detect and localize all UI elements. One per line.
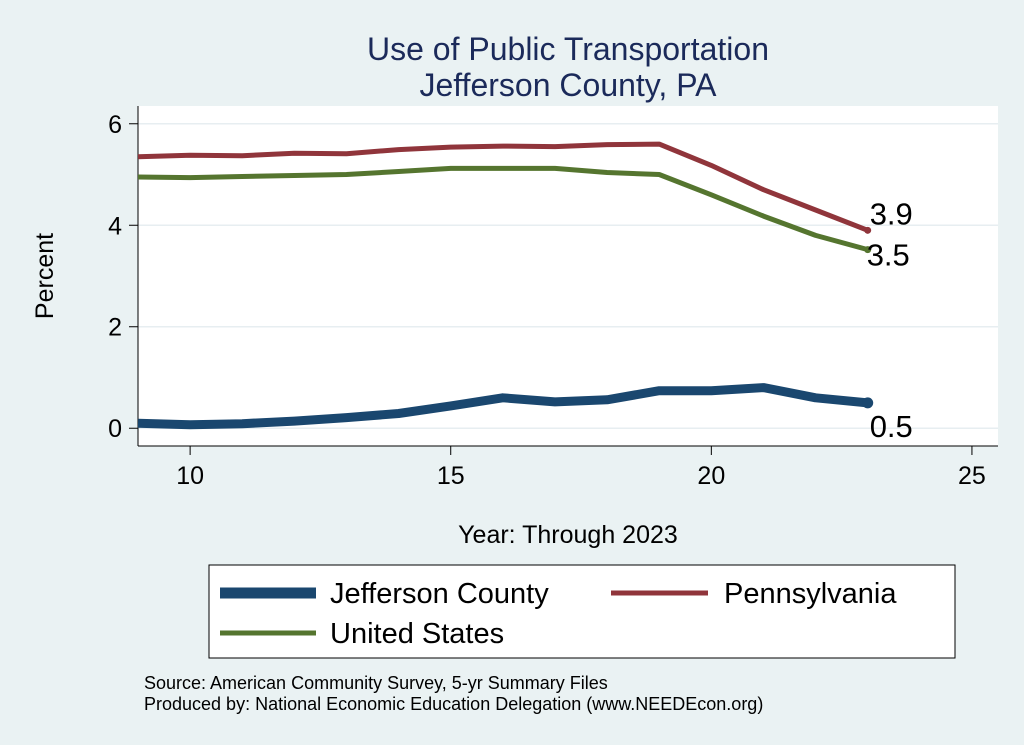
legend [208,564,956,659]
y-tick-label-2: 2 [108,314,122,342]
legend-label-united-states: United States [330,618,504,650]
series-end-marker-united-states [864,246,872,254]
tick-labels: 0 2 4 6 10 15 20 25 [108,111,986,490]
y-axis-title: Percent [31,233,59,319]
end-label-jefferson-county: 0.5 [870,409,913,444]
series-line-united-states [137,165,869,253]
y-tick-label-0: 0 [108,415,122,443]
plot-area [138,106,998,446]
series-end-marker-pennsylvania [864,226,872,234]
producer-note: Produced by: National Economic Education… [144,694,763,714]
x-tick-label-25: 25 [958,462,986,490]
x-tick-label-10: 10 [176,462,204,490]
y-tick-label-4: 4 [108,212,122,240]
series-line-jefferson-county [137,383,869,430]
chart-title: Use of Public Transportation [367,31,769,67]
axes [129,106,998,455]
end-labels: 3.9 3.5 0.5 [867,196,913,444]
series-lines [137,141,874,430]
x-tick-label-15: 15 [437,462,465,490]
series-end-marker-jefferson-county [862,397,874,409]
x-axis-title: Year: Through 2023 [458,521,678,549]
end-label-united-states: 3.5 [867,238,910,273]
end-label-pennsylvania: 3.9 [870,196,913,231]
source-note: Source: American Community Survey, 5-yr … [144,673,608,693]
x-tick-label-20: 20 [697,462,725,490]
legend-label-pennsylvania: Pennsylvania [724,578,897,610]
chart-subtitle: Jefferson County, PA [419,67,717,103]
y-tick-label-6: 6 [108,111,122,139]
legend-label-jefferson-county: Jefferson County [330,578,549,610]
legend-items: Jefferson County Pennsylvania United State… [220,578,897,650]
series-line-pennsylvania [137,141,869,233]
